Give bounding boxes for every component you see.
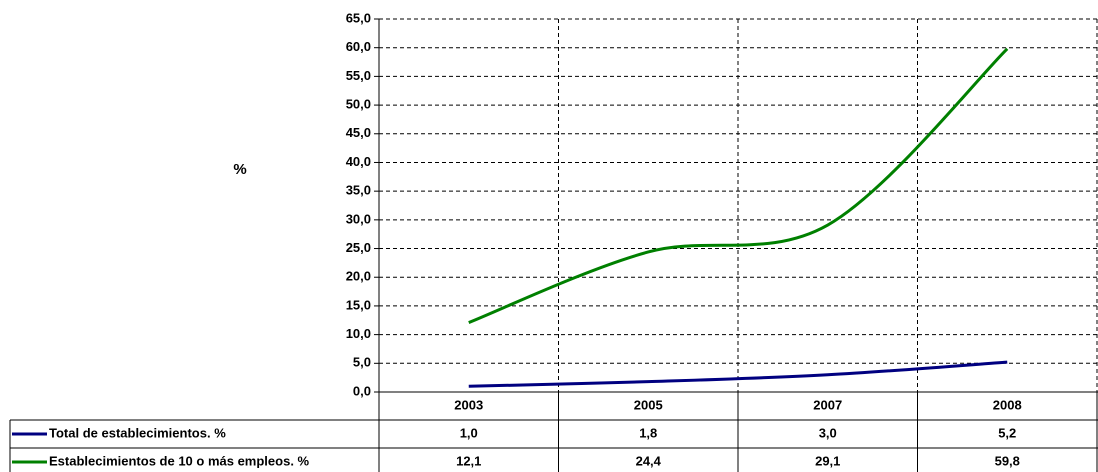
table-value: 59,8 (995, 453, 1020, 468)
y-tick-label: 5,0 (353, 355, 371, 370)
y-tick-label: 35,0 (346, 183, 371, 198)
y-tick-label: 25,0 (346, 240, 371, 255)
y-tick-label: 30,0 (346, 211, 371, 226)
table-value: 24,4 (636, 453, 662, 468)
y-tick-label: 10,0 (346, 326, 371, 341)
y-tick-label: 40,0 (346, 154, 371, 169)
x-tick-label: 2008 (993, 397, 1022, 412)
y-tick-label: 15,0 (346, 297, 371, 312)
legend-label: Total de establecimientos. % (49, 425, 226, 440)
y-tick-label: 60,0 (346, 39, 371, 54)
legend-label: Establecimientos de 10 o más empleos. % (49, 453, 310, 468)
y-tick-label: 50,0 (346, 97, 371, 112)
y-tick-label: 20,0 (346, 269, 371, 284)
table-value: 5,2 (998, 425, 1016, 440)
series-line (468, 360, 1008, 388)
y-tick-label: 45,0 (346, 125, 371, 140)
table-value: 3,0 (819, 425, 837, 440)
x-tick-label: 2007 (813, 397, 842, 412)
series-line (468, 47, 1009, 324)
table-value: 29,1 (815, 453, 840, 468)
table-value: 1,8 (639, 425, 657, 440)
table-value: 12,1 (456, 453, 481, 468)
y-tick-label: 0,0 (353, 383, 371, 398)
table-value: 1,0 (460, 425, 478, 440)
x-tick-label: 2003 (454, 397, 483, 412)
y-tick-label: 65,0 (346, 10, 371, 25)
y-axis-label: % (233, 161, 246, 178)
x-tick-label: 2005 (634, 397, 663, 412)
y-tick-label: 55,0 (346, 68, 371, 83)
